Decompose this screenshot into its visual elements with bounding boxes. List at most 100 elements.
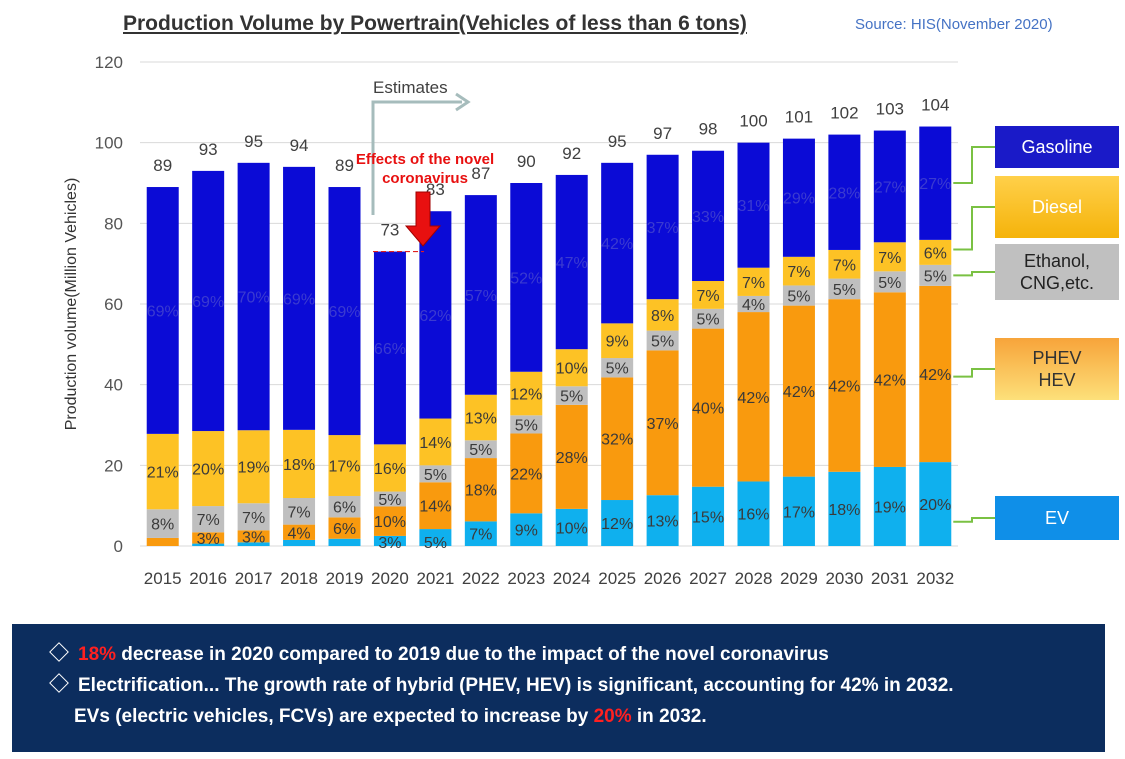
bar-segment <box>873 292 906 467</box>
data-label: 18% <box>828 502 860 519</box>
bar-segment <box>283 524 316 540</box>
bar-segment <box>873 242 906 272</box>
data-label: 69% <box>328 304 360 321</box>
data-label: 15% <box>692 509 724 526</box>
x-tick-label: 2017 <box>235 569 273 588</box>
data-label: 6% <box>333 521 356 538</box>
data-label: 22% <box>510 466 542 483</box>
bar-segment <box>192 431 225 507</box>
y-tick-label: 20 <box>104 456 123 475</box>
data-label: 6% <box>333 500 356 517</box>
bar-segment <box>828 249 861 279</box>
data-label: 14% <box>419 435 451 452</box>
corona-annotation-line2: coronavirus <box>382 170 468 187</box>
bar-segment <box>828 471 861 546</box>
bar-segment <box>464 440 497 459</box>
bar-segment <box>146 509 179 538</box>
bar-segment <box>782 138 815 257</box>
legend-label: Ethanol, <box>1024 251 1090 271</box>
diamond-bullet-icon <box>49 642 69 662</box>
data-label: 14% <box>419 499 451 516</box>
legend-box <box>995 244 1119 300</box>
data-label: 32% <box>601 432 633 449</box>
bar-segment <box>919 264 952 286</box>
data-label: 5% <box>696 312 719 329</box>
x-tick-label: 2031 <box>871 569 909 588</box>
bar-segment <box>146 187 179 434</box>
bar-segment <box>919 126 952 240</box>
bar-segment <box>328 187 361 436</box>
bar-segment <box>737 142 770 268</box>
bar-segment <box>237 542 270 546</box>
bar-segment <box>464 458 497 522</box>
total-label: 93 <box>199 140 218 159</box>
legend-box <box>995 126 1119 168</box>
x-tick-label: 2025 <box>598 569 636 588</box>
data-label: 31% <box>737 198 769 215</box>
data-label: 69% <box>192 294 224 311</box>
data-label: 5% <box>424 535 447 552</box>
x-tick-label: 2024 <box>553 569 591 588</box>
data-label: 70% <box>238 290 270 307</box>
total-label: 95 <box>608 132 627 151</box>
x-tick-label: 2026 <box>644 569 682 588</box>
data-label: 13% <box>465 411 497 428</box>
data-label: 20% <box>919 497 951 514</box>
total-label: 104 <box>921 96 949 115</box>
legend-connector <box>953 368 995 378</box>
data-label: 5% <box>878 275 901 292</box>
bar-segment <box>373 251 406 445</box>
data-label: 37% <box>647 220 679 237</box>
bar-segment <box>737 312 770 482</box>
data-label: 5% <box>515 417 538 434</box>
data-label: 4% <box>742 297 765 314</box>
data-label: 28% <box>556 450 588 467</box>
legend-label: PHEV <box>1032 348 1081 368</box>
data-label: 17% <box>783 504 815 521</box>
data-label: 8% <box>651 308 674 325</box>
bar-segment <box>237 530 270 543</box>
total-label: 89 <box>153 156 172 175</box>
x-tick-label: 2019 <box>326 569 364 588</box>
data-label: 7% <box>696 288 719 305</box>
y-tick-label: 120 <box>95 53 123 72</box>
legend-label: Diesel <box>1032 197 1082 217</box>
x-tick-label: 2030 <box>825 569 863 588</box>
data-label: 5% <box>606 361 629 378</box>
total-label: 98 <box>699 120 718 139</box>
total-label: 95 <box>244 132 263 151</box>
bar-segment <box>373 491 406 507</box>
data-label: 5% <box>787 289 810 306</box>
summary-text-2: Electrification... The growth rate of hy… <box>78 675 954 696</box>
bar-segment <box>873 271 906 293</box>
bar-segment <box>419 529 452 546</box>
total-label: 97 <box>653 124 672 143</box>
chart-title: Production Volume by Powertrain(Vehicles… <box>123 12 747 35</box>
bar-segment <box>555 349 588 387</box>
x-tick-label: 2028 <box>735 569 773 588</box>
data-label: 7% <box>878 250 901 267</box>
bar-segment <box>782 256 815 286</box>
bar-segment <box>782 285 815 306</box>
legend-label: EV <box>1045 508 1069 528</box>
bar-segment <box>146 433 179 510</box>
data-label: 13% <box>647 514 679 531</box>
x-tick-label: 2018 <box>280 569 318 588</box>
bar-segment <box>555 404 588 509</box>
total-label: 102 <box>830 104 858 123</box>
data-label: 10% <box>556 520 588 537</box>
bar-segment <box>328 538 361 546</box>
data-label: 21% <box>147 465 179 482</box>
data-label: 10% <box>374 514 406 531</box>
data-label: 57% <box>465 288 497 305</box>
legend-label: Gasoline <box>1021 137 1092 157</box>
bar-segment <box>510 415 543 434</box>
legend-box <box>995 496 1119 540</box>
legend-label: HEV <box>1038 370 1075 390</box>
data-label: 69% <box>147 303 179 320</box>
bar-segment <box>328 495 361 518</box>
data-label: 16% <box>374 461 406 478</box>
data-label: 5% <box>378 492 401 509</box>
bar-segment <box>328 517 361 539</box>
data-label: 4% <box>287 525 310 542</box>
